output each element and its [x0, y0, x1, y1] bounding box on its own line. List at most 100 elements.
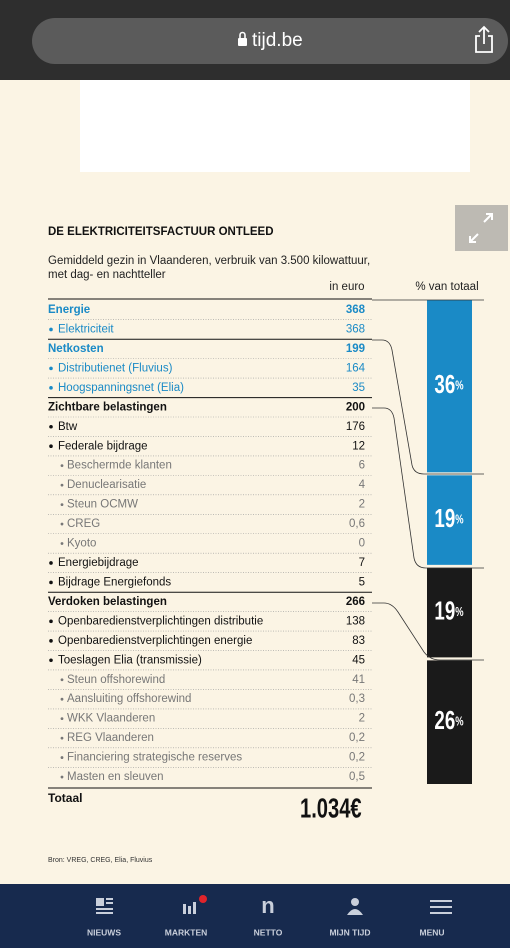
row-label: Btw: [58, 421, 78, 433]
nav-item[interactable]: MARKTEN: [165, 927, 208, 937]
nav-icons: n: [96, 893, 452, 918]
row-label: Verdoken belastingen: [48, 596, 167, 608]
total-value: 1.034€: [300, 793, 362, 824]
subtitle: met dag- en nachtteller: [48, 269, 166, 281]
row-value: 199: [346, 343, 365, 355]
row-label: Federale bijdrage: [58, 440, 148, 452]
row-label: Energie: [48, 304, 90, 316]
total-label: Totaal: [48, 791, 82, 805]
column-header: in euro: [329, 281, 364, 293]
row-label: Openbaredienstverplichtingen distributie: [58, 615, 263, 627]
row-label: Financiering strategische reserves: [67, 752, 242, 764]
row-value: 0,3: [349, 693, 365, 705]
share-icon[interactable]: [475, 25, 493, 53]
expand-icon: [469, 213, 493, 243]
row-label: Masten en sleuven: [67, 771, 164, 783]
row-label: Kyoto: [67, 538, 96, 550]
bullet: [49, 639, 53, 643]
share-number: 26: [434, 705, 455, 735]
row-value: 4: [359, 479, 366, 491]
row-value: 45: [352, 654, 365, 666]
bullet: [60, 542, 64, 545]
row-label: Steun offshorewind: [67, 674, 165, 686]
share-segment: [427, 660, 472, 784]
row-value: 0,2: [349, 752, 365, 764]
share-unit: %: [455, 379, 463, 393]
bullet: [49, 327, 53, 332]
row-value: 266: [346, 596, 365, 608]
url-field[interactable]: [32, 18, 508, 64]
row-value: 0,5: [349, 771, 365, 783]
source: Bron: VREG, CREG, Elia, Fluvius: [48, 857, 153, 864]
row-label: Beschermde klanten: [67, 460, 172, 472]
row-label: Distributienet (Fluvius): [58, 362, 173, 374]
svg-text:n: n: [261, 893, 274, 918]
row-label: Zichtbare belastingen: [48, 401, 167, 413]
share-bar: 36%19%19%26%: [427, 300, 472, 784]
share-label: 19%: [434, 503, 463, 533]
row-label: Aansluiting offshorewind: [67, 693, 191, 705]
row-value: 35: [352, 382, 365, 394]
bullet: [60, 717, 64, 721]
connectors: [372, 299, 484, 661]
rows: Energie 368 Elektriciteit 368 Netkosten 199 Di…: [48, 304, 372, 783]
nav-item[interactable]: MENU: [419, 927, 444, 937]
bullet: [49, 444, 53, 449]
row-label: Denuclearisatie: [67, 479, 146, 491]
bottom-nav: [0, 884, 510, 948]
row-value: 12: [352, 440, 365, 452]
share-number: 19: [434, 503, 455, 533]
share-label: 26%: [434, 705, 463, 735]
row-label: Energiebijdrage: [58, 557, 139, 569]
row-label: Toeslagen Elia (transmissie): [58, 654, 202, 666]
row-value: 5: [359, 576, 365, 588]
share-number: 19: [434, 595, 455, 625]
row-label: WKK Vlaanderen: [67, 713, 155, 725]
row-value: 7: [359, 557, 365, 569]
bullet: [60, 756, 64, 759]
bullet: [49, 619, 53, 624]
nav-item[interactable]: NIEUWS: [87, 927, 121, 937]
row-value: 368: [346, 323, 365, 335]
row-label: Elektriciteit: [58, 323, 114, 335]
url: tijd.be: [252, 30, 303, 51]
subtitle: Gemiddeld gezin in Vlaanderen, verbruik …: [48, 255, 370, 267]
row-value: 6: [359, 460, 365, 472]
column-header: % van totaal: [415, 281, 478, 293]
row-value: 83: [352, 635, 365, 647]
bullet: [49, 561, 53, 565]
share-segment: [427, 567, 472, 658]
nav-labels: NIEUWS MARKTEN NETTO MIJN TIJD MENU: [87, 927, 445, 937]
row-label: Netkosten: [48, 343, 104, 355]
bullet: [49, 366, 53, 371]
table-title: DE ELEKTRICITEITSFACTUUR ONTLEED: [48, 226, 274, 238]
row-label: Bijdrage Energiefonds: [58, 576, 171, 588]
bullet: [60, 464, 64, 468]
bullet: [60, 503, 64, 506]
bullet: [60, 736, 64, 740]
expand-button[interactable]: [455, 205, 508, 251]
lock-shackle: [239, 31, 246, 38]
lock-icon: [238, 38, 247, 46]
row-label: REG Vlaanderen: [67, 732, 154, 744]
share-segment: [427, 300, 472, 473]
row-value: 200: [346, 401, 365, 413]
nav-item[interactable]: NETTO: [254, 927, 283, 937]
row-value: 2: [359, 713, 365, 725]
nav-item[interactable]: MIJN TIJD: [329, 927, 370, 937]
bullet: [49, 424, 53, 429]
bullet: [60, 678, 64, 682]
row-value: 164: [346, 362, 366, 374]
row-value: 138: [346, 615, 365, 627]
share-unit: %: [455, 513, 463, 527]
share-number: 36: [434, 369, 455, 399]
row-value: 368: [346, 304, 366, 316]
row-value: 41: [352, 674, 365, 686]
row-value: 0: [359, 538, 365, 550]
bullet: [49, 658, 53, 663]
bullet: [60, 775, 64, 779]
ad-box: [80, 80, 470, 172]
share-label: 36%: [434, 369, 463, 399]
